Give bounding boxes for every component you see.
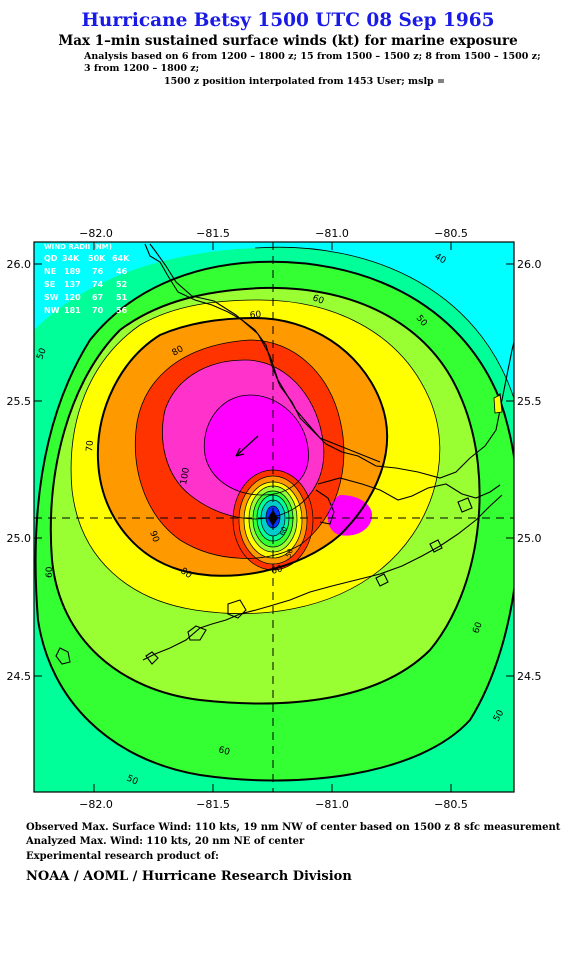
center-marker <box>268 510 278 526</box>
wind-radii-cell: 67 <box>92 293 103 302</box>
contour-label: 70 <box>85 440 96 453</box>
contour-label: 50 <box>125 774 140 788</box>
wind-radii-cell: 52 <box>116 280 127 289</box>
contour-label: 60 <box>278 526 289 537</box>
contour-label: 60 <box>45 566 55 578</box>
contour-label: 60 <box>471 621 484 635</box>
wind-radii-cell: SW <box>44 293 59 302</box>
wind-radii-header-50k: 50K <box>88 254 106 263</box>
contour-label: 60 <box>249 310 262 321</box>
lon-tick-label: −80.5 <box>434 227 468 240</box>
axis-ticks <box>34 242 514 792</box>
lon-tick-labels: −82.0 −81.5 −81.0 −80.5 −82.0 −81.5 −81.… <box>79 227 468 811</box>
observed-max-wind: Observed Max. Surface Wind: 110 kts, 19 … <box>26 822 561 833</box>
lon-tick-label: −82.0 <box>79 227 113 240</box>
contour-label: 60 <box>217 745 231 758</box>
contour-labels: 40 50 60 60 70 80 80 90 100 50 60 60 50 … <box>35 252 506 788</box>
lon-tick-label: −80.5 <box>434 798 468 811</box>
wind-radii-cell: 189 <box>64 267 81 276</box>
lat-tick-labels: 26.0 25.5 25.0 24.5 26.0 25.5 25.0 24.5 <box>7 258 542 683</box>
lon-tick-label: −81.0 <box>315 227 349 240</box>
eye-region <box>232 469 314 571</box>
lat-tick-label: 24.5 <box>517 670 542 683</box>
lat-tick-label: 25.0 <box>7 532 32 545</box>
wind-radii-header-64k: 64K <box>112 254 130 263</box>
page-title: Hurricane Betsy 1500 UTC 08 Sep 1965 <box>81 10 495 31</box>
wind-radii-cell: 56 <box>116 306 128 315</box>
contour-label: 50 <box>35 347 48 361</box>
wind-radii-cell: 70 <box>92 306 104 315</box>
lon-tick-label: −81.5 <box>196 227 230 240</box>
map-frame <box>33 241 515 793</box>
wind-radii-cell: 137 <box>64 280 81 289</box>
band-110 <box>204 395 309 495</box>
credit-line: NOAA / AOML / Hurricane Research Divisio… <box>26 869 352 884</box>
wind-radii-cell: NW <box>44 306 60 315</box>
lat-tick-label: 25.5 <box>7 395 32 408</box>
lat-tick-label: 26.0 <box>7 258 32 271</box>
wind-radii-cell: 120 <box>64 293 81 302</box>
coastline <box>55 243 514 665</box>
contour-label: 100 <box>179 467 192 486</box>
wind-radii-header-34k: 34K <box>62 254 80 263</box>
analysis-line-1: Analysis based on 6 from 1200 – 1800 z; … <box>84 51 541 62</box>
lat-tick-label: 24.5 <box>7 670 32 683</box>
wind-radii-header-qd: QD <box>44 254 58 263</box>
wind-radii-cell: 76 <box>92 267 104 276</box>
wind-radii-cell: 181 <box>64 306 81 315</box>
wind-radii-cell: SE <box>44 280 55 289</box>
lon-tick-label: −82.0 <box>79 798 113 811</box>
contour-label: 60 <box>311 293 325 306</box>
wind-radii-cell: 51 <box>116 293 128 302</box>
wind-radii-table: WIND RADII (NM) QD 34K 50K 64K NE 189 76… <box>44 243 130 315</box>
lat-tick-label: 25.0 <box>517 532 542 545</box>
wind-radii-cell: 46 <box>116 267 128 276</box>
contour-label: 90 <box>147 530 160 544</box>
analyzed-max-wind: Analyzed Max. Wind: 110 kts, 20 nm NE of… <box>26 836 305 847</box>
analysis-line-3: 1500 z position interpolated from 1453 U… <box>164 76 445 87</box>
page-subtitle: Max 1–min sustained surface winds (kt) f… <box>58 33 518 49</box>
lon-tick-label: −81.5 <box>196 798 230 811</box>
experimental-note: Experimental research product of: <box>26 851 219 862</box>
wind-radii-cell: NE <box>44 267 56 276</box>
analysis-line-2: 3 from 1200 – 1800 z; <box>84 63 200 74</box>
wind-radii-cell: 74 <box>92 280 104 289</box>
contour-label: 50 <box>284 548 295 559</box>
contour-label: 60 <box>270 564 284 577</box>
lat-tick-label: 25.5 <box>517 395 542 408</box>
contour-field: 40 50 60 60 70 80 80 90 100 50 60 60 50 … <box>34 242 514 792</box>
wind-radii-title: WIND RADII (NM) <box>44 243 112 251</box>
band-110-east <box>327 495 372 536</box>
lat-tick-label: 26.0 <box>517 258 542 271</box>
lon-tick-label: −81.0 <box>315 798 349 811</box>
max-wind-arrow <box>235 435 259 457</box>
